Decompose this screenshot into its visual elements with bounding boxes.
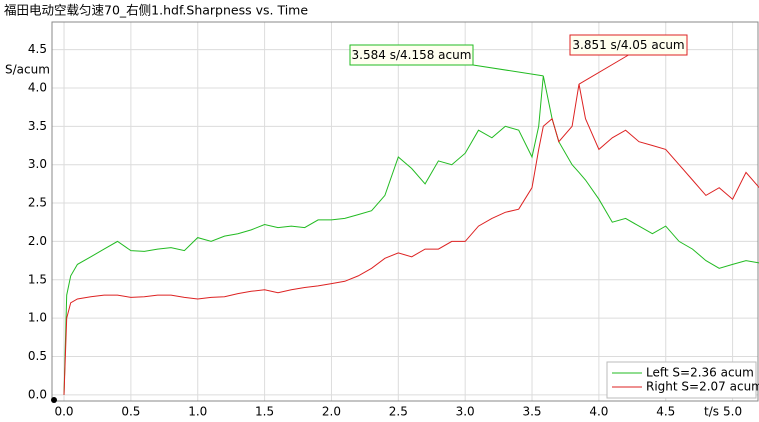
x-tick-label: 3.0	[456, 405, 475, 419]
annotation-text: 3.584 s/4.158 acum	[352, 48, 472, 62]
annotation-text: 3.851 s/4.05 acum	[572, 38, 684, 52]
y-tick-label: 0.0	[28, 387, 47, 401]
legend-label: Left S=2.36 acum	[646, 366, 754, 380]
series-line	[63, 75, 759, 395]
x-tick-label: 0.0	[54, 405, 73, 419]
annotation-leader	[578, 54, 629, 85]
y-tick-label: 4.0	[28, 80, 47, 94]
plot-border	[51, 21, 759, 402]
series-line	[63, 84, 759, 395]
y-tick-label: 2.0	[28, 234, 47, 248]
x-tick-label: 2.0	[322, 405, 341, 419]
annotation-leader	[472, 64, 544, 77]
y-tick-label: 3.5	[28, 119, 47, 133]
chart-title: 福田电动空载匀速70_右侧1.hdf.Sharpness vs. Time	[4, 3, 308, 18]
y-tick-label: 4.5	[28, 42, 47, 56]
y-axis-label: S/acum	[5, 63, 50, 77]
x-tick-label: 2.5	[389, 405, 408, 419]
y-tick-label: 1.0	[28, 311, 47, 325]
x-tick-label: 1.0	[188, 405, 207, 419]
legend-label: Right S=2.07 acum	[646, 380, 759, 394]
x-tick-label: 4.5	[656, 405, 675, 419]
x-tick-label: 0.5	[121, 405, 140, 419]
y-tick-label: 3.0	[28, 157, 47, 171]
x-tick-label: 5.0	[723, 405, 742, 419]
y-tick-label: 0.5	[28, 349, 47, 363]
y-tick-label: 1.5	[28, 272, 47, 286]
x-axis-label: t/s	[704, 405, 719, 419]
legend-box	[606, 361, 757, 399]
x-tick-label: 3.5	[522, 405, 541, 419]
x-tick-label: 1.5	[255, 405, 274, 419]
origin-dot	[51, 397, 57, 403]
annotation-box	[349, 44, 474, 66]
annotation-box	[569, 34, 688, 56]
x-tick-label: 4.0	[589, 405, 608, 419]
y-tick-label: 2.5	[28, 196, 47, 210]
